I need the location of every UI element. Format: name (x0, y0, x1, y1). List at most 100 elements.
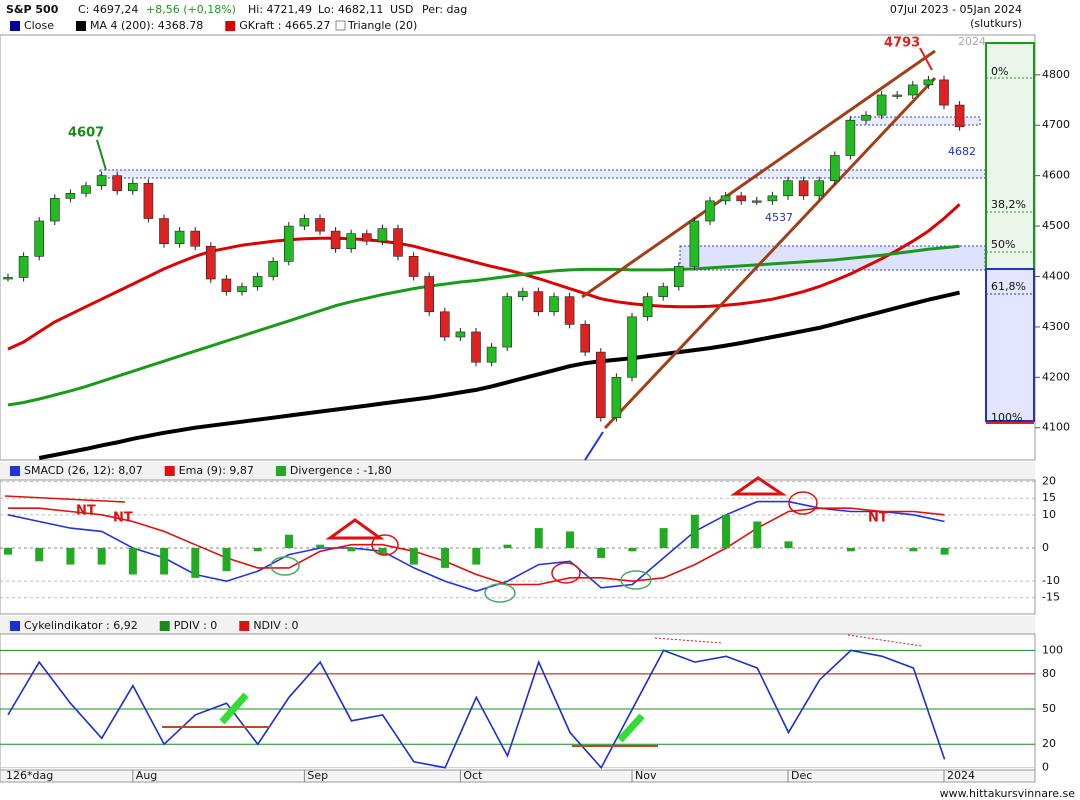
arrow (919, 47, 933, 71)
annotation: NT (76, 504, 96, 519)
candle-body (486, 346, 497, 363)
arrow (617, 713, 645, 743)
candle-body (658, 286, 669, 297)
histogram-bar (284, 534, 293, 548)
candle-body (221, 278, 232, 292)
candle-body (767, 195, 778, 202)
candle-body (96, 175, 107, 187)
legend-text: PDIV : 0 (174, 619, 218, 632)
fib-label: 50% (991, 238, 1015, 251)
trend-line (654, 637, 723, 644)
candle-body (455, 331, 466, 338)
candle-body (81, 185, 91, 194)
candle-body (330, 230, 341, 250)
candle-body (533, 291, 544, 313)
footer: www.hittakursvinnare.se (940, 787, 1076, 800)
period-label: 126*dag (6, 769, 53, 782)
y-tick-label: 10 (1042, 508, 1056, 521)
range: 07Jul 2023 - 05Jan 2024 (890, 3, 1022, 16)
histogram-bar (441, 547, 450, 568)
annotation: 4793 (884, 36, 920, 51)
histogram-bar (253, 547, 262, 552)
y-tick-label: 4100 (1042, 421, 1070, 434)
x-tick-label: Aug (136, 769, 157, 782)
histogram-bar (191, 547, 200, 578)
main-plot (7, 203, 961, 460)
legend-text: Ema (9): 9,87 (179, 464, 254, 477)
circle (551, 562, 581, 584)
candle-body (268, 261, 279, 277)
histogram-bar (597, 547, 606, 558)
fib-label: 100% (991, 411, 1022, 424)
y-tick-label: 4800 (1042, 68, 1070, 81)
histogram-bar (690, 514, 699, 548)
currency: USD (390, 3, 414, 16)
candle-body (939, 79, 949, 106)
candle-body (892, 94, 903, 97)
candle-body (720, 195, 731, 202)
low: Lo: 4682,11 (318, 3, 383, 16)
candle-body (252, 276, 263, 287)
x-tick-label: 2024 (947, 769, 975, 782)
y-tick-label: 15 (1042, 491, 1056, 504)
change: +8,56 (+0,18%) (146, 3, 236, 16)
candle-body (128, 182, 138, 192)
histogram-bar (659, 528, 668, 548)
candle-body (705, 200, 715, 222)
candle-body (346, 233, 357, 250)
y-tick-label: 4300 (1042, 320, 1070, 333)
candle-body (549, 296, 559, 313)
x-tick-label: Oct (463, 769, 483, 782)
candle-body (751, 200, 762, 203)
legend-text: NDIV : 0 (253, 619, 298, 632)
candle-body (237, 286, 247, 292)
candle-body (283, 225, 294, 262)
header: S&P 500 C: 4697,24 +8,56 (+0,18%) Hi: 47… (6, 3, 1022, 30)
candle-body (377, 228, 388, 242)
candle-body (798, 180, 809, 197)
histogram-bar (784, 541, 793, 548)
y-tick-label: 20 (1042, 475, 1056, 488)
legend-text: Triangle (20) (347, 19, 417, 32)
candle-body (954, 104, 965, 128)
legend-swatch (75, 21, 86, 31)
candle-body (206, 245, 216, 280)
histogram-bar (909, 547, 918, 552)
legend-swatch (159, 621, 170, 631)
histogram-bar (503, 544, 512, 548)
legend-text: Divergence : -1,80 (290, 464, 392, 477)
indicator-line (7, 649, 946, 770)
symbol: S&P 500 (6, 3, 59, 16)
panel-frame (0, 479, 1036, 615)
candle-body (190, 230, 200, 247)
candle-body (18, 256, 29, 278)
legend-swatch (225, 21, 236, 31)
legend-text: Close (24, 19, 54, 32)
close: C: 4697,24 (78, 3, 138, 16)
x-tick-label: Dec (791, 769, 812, 782)
candle-body (611, 377, 622, 418)
fib-label: 38,2% (991, 198, 1026, 211)
circle (484, 583, 516, 603)
candle-body (393, 228, 403, 257)
legend: Cykelindikator : 6,92 PDIV : 0 NDIV : 0 (10, 619, 298, 632)
candle-body (923, 79, 934, 86)
annotation: NT (113, 511, 133, 526)
candle-body (673, 266, 684, 287)
annotation: 4682 (948, 145, 976, 158)
histogram-bar (409, 547, 418, 565)
year-mark: 2024 (958, 35, 986, 48)
histogram-bar (846, 547, 855, 552)
panel-header (0, 462, 1035, 480)
legend-swatch (10, 21, 20, 31)
y-tick-label: -10 (1042, 574, 1060, 587)
histogram-bar (97, 547, 106, 565)
legend: Close MA 4 (200): 4368.78 GKraft : 4665.27 (10, 19, 330, 32)
legend-swatch (335, 20, 346, 31)
histogram-bar (316, 544, 325, 548)
candle-body (627, 316, 637, 378)
x-tick-label: Sep (307, 769, 328, 782)
x-tick-label: Nov (635, 769, 657, 782)
y-tick-label: 80 (1042, 667, 1056, 680)
histogram-bar (160, 547, 169, 575)
